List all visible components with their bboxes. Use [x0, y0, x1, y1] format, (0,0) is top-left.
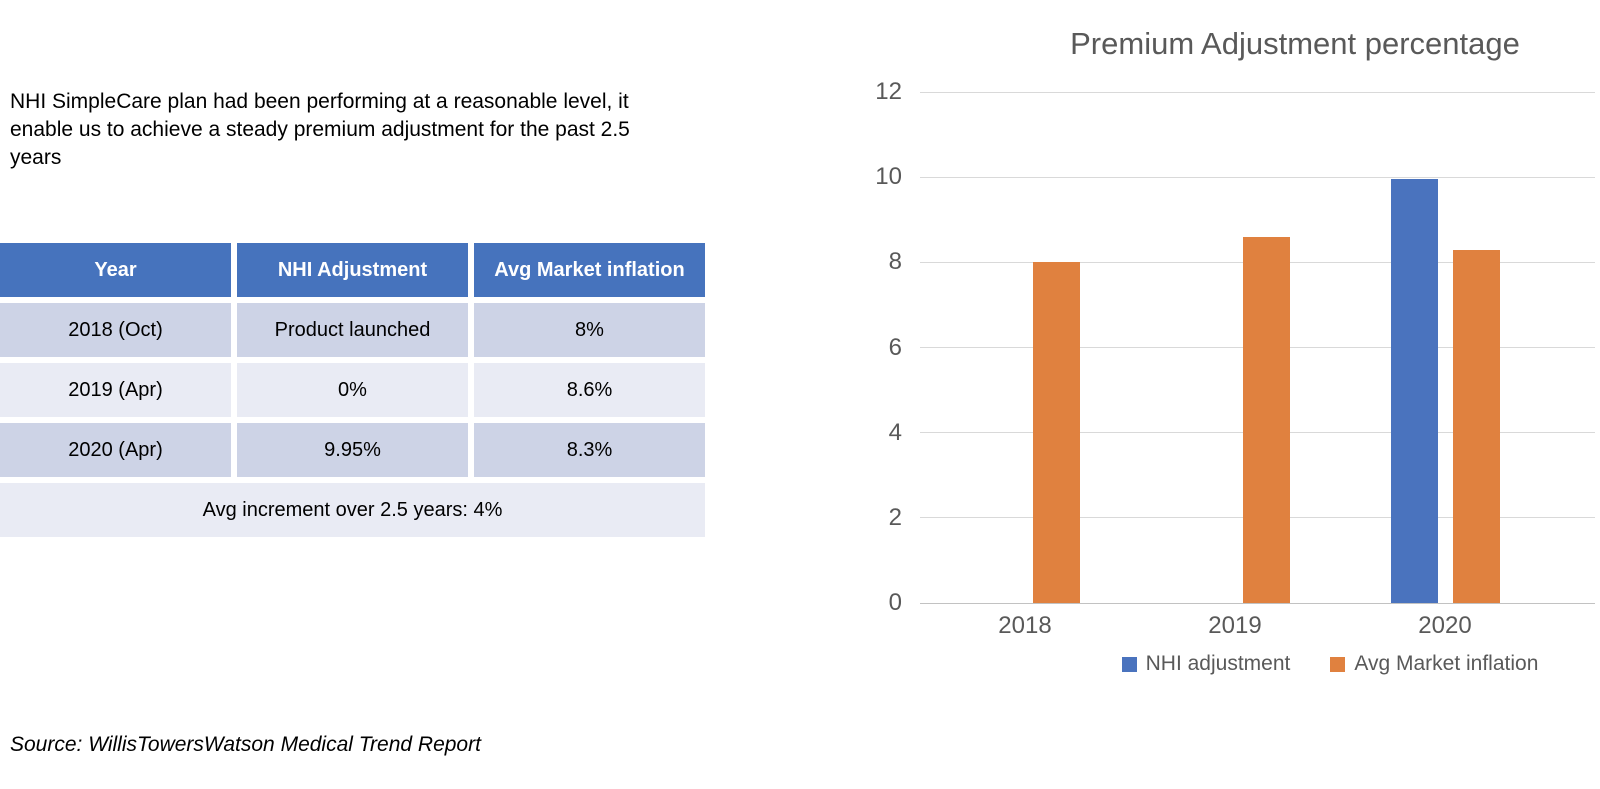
intro-line: NHI SimpleCare plan had been performing …: [10, 90, 629, 113]
summary-table: Year NHI Adjustment Avg Market inflation…: [0, 243, 705, 537]
x-axis-tick-label: 2019: [1208, 612, 1262, 639]
table-cell: 8.3%: [474, 423, 705, 477]
bar-2020-nhi-adjustment: [1390, 179, 1438, 603]
x-axis-tick-label: 2018: [998, 612, 1052, 639]
legend-label: NHI adjustment: [1145, 652, 1291, 675]
y-axis-tick-label: 4: [888, 418, 902, 446]
chart-legend: NHI adjustment Avg Market inflation: [1030, 652, 1600, 676]
chart-title: Premium Adjustment percentage: [1070, 26, 1520, 61]
legend-swatch-icon: [1330, 656, 1346, 672]
bar-2019-avg-market-inflation: [1242, 236, 1290, 603]
x-axis-line: [920, 602, 1595, 604]
legend-swatch-icon: [1121, 656, 1137, 672]
table-header-avg-market-inflation: Avg Market inflation: [474, 243, 705, 297]
table-cell: 2020 (Apr): [0, 423, 231, 477]
intro-line: years: [10, 146, 62, 169]
y-axis-tick-label: 8: [888, 248, 902, 276]
bar-2020-avg-market-inflation: [1452, 249, 1500, 603]
table-cell: 8%: [474, 303, 705, 357]
table-header-nhi-adjustment: NHI Adjustment: [237, 243, 468, 297]
legend-label: Avg Market inflation: [1354, 652, 1539, 675]
table-cell: Product launched: [237, 303, 468, 357]
y-axis-tick-label: 10: [875, 163, 902, 191]
table-cell: 0%: [237, 363, 468, 417]
table-cell: 2018 (Oct): [0, 303, 231, 357]
table-cell: 2019 (Apr): [0, 363, 231, 417]
intro-text: NHI SimpleCare plan had been performing …: [10, 88, 630, 172]
gridline: [920, 91, 1595, 93]
y-axis-tick-label: 12: [875, 78, 902, 105]
x-axis-tick-label: 2020: [1418, 612, 1472, 639]
y-axis-tick-label: 2: [888, 503, 902, 531]
y-axis-tick-label: 6: [888, 333, 902, 361]
gridline: [920, 176, 1595, 178]
intro-line: enable us to achieve a steady premium ad…: [10, 118, 630, 141]
source-note: Source: WillisTowersWatson Medical Trend…: [10, 733, 481, 756]
legend-item-avg-market-inflation: Avg Market inflation: [1330, 652, 1538, 676]
y-axis-tick-label: 0: [888, 589, 902, 616]
legend-item-nhi-adjustment: NHI adjustment: [1121, 652, 1291, 676]
table-header-year: Year: [0, 243, 231, 297]
table-cell: 8.6%: [474, 363, 705, 417]
table-footer-avg-increment: Avg increment over 2.5 years: 4%: [0, 483, 705, 537]
table-cell: 9.95%: [237, 423, 468, 477]
bar-2018-avg-market-inflation: [1032, 262, 1080, 603]
